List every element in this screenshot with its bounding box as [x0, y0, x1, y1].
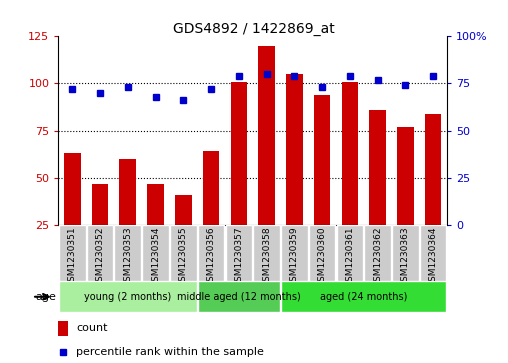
Text: young (2 months): young (2 months)	[84, 292, 171, 302]
Bar	[119, 159, 136, 225]
Text: GSM1230353: GSM1230353	[123, 227, 132, 287]
Text: GSM1230363: GSM1230363	[401, 227, 410, 287]
Text: GSM1230358: GSM1230358	[262, 227, 271, 287]
Bar	[142, 225, 169, 281]
Bar	[64, 153, 81, 225]
Text: GSM1230364: GSM1230364	[429, 227, 438, 287]
Bar	[198, 225, 225, 281]
Text: GSM1230357: GSM1230357	[234, 227, 243, 287]
Text: age: age	[35, 292, 56, 302]
Bar	[253, 225, 280, 281]
Text: middle aged (12 months): middle aged (12 months)	[177, 292, 301, 302]
Text: GSM1230354: GSM1230354	[151, 227, 160, 287]
Bar	[231, 82, 247, 225]
Bar	[175, 195, 192, 225]
Bar	[281, 225, 308, 281]
Bar	[203, 151, 219, 225]
Text: GSM1230362: GSM1230362	[373, 227, 382, 287]
Bar	[87, 225, 113, 281]
Bar	[397, 127, 414, 225]
Bar	[59, 225, 86, 281]
Bar	[258, 46, 275, 225]
Text: GSM1230361: GSM1230361	[345, 227, 355, 287]
Bar	[281, 281, 447, 312]
Text: GSM1230355: GSM1230355	[179, 227, 188, 287]
Bar	[59, 281, 197, 312]
Bar	[314, 95, 330, 225]
Text: GSM1230351: GSM1230351	[68, 227, 77, 287]
Bar	[337, 225, 363, 281]
Bar	[392, 225, 419, 281]
Bar	[425, 114, 441, 225]
Text: count: count	[76, 323, 107, 333]
Text: GDS4892 / 1422869_at: GDS4892 / 1422869_at	[173, 22, 335, 36]
Bar	[286, 74, 303, 225]
Text: percentile rank within the sample: percentile rank within the sample	[76, 347, 264, 357]
Bar	[226, 225, 252, 281]
Bar	[420, 225, 447, 281]
Text: aged (24 months): aged (24 months)	[320, 292, 407, 302]
Bar	[147, 184, 164, 225]
Bar	[369, 110, 386, 225]
Bar	[364, 225, 391, 281]
Bar	[170, 225, 197, 281]
Bar	[198, 281, 280, 312]
Text: GSM1230352: GSM1230352	[96, 227, 105, 287]
Text: GSM1230359: GSM1230359	[290, 227, 299, 287]
Bar	[309, 225, 335, 281]
Bar	[341, 82, 358, 225]
Bar	[58, 321, 68, 336]
Bar	[92, 184, 108, 225]
Text: GSM1230356: GSM1230356	[207, 227, 215, 287]
Text: GSM1230360: GSM1230360	[318, 227, 327, 287]
Bar	[114, 225, 141, 281]
